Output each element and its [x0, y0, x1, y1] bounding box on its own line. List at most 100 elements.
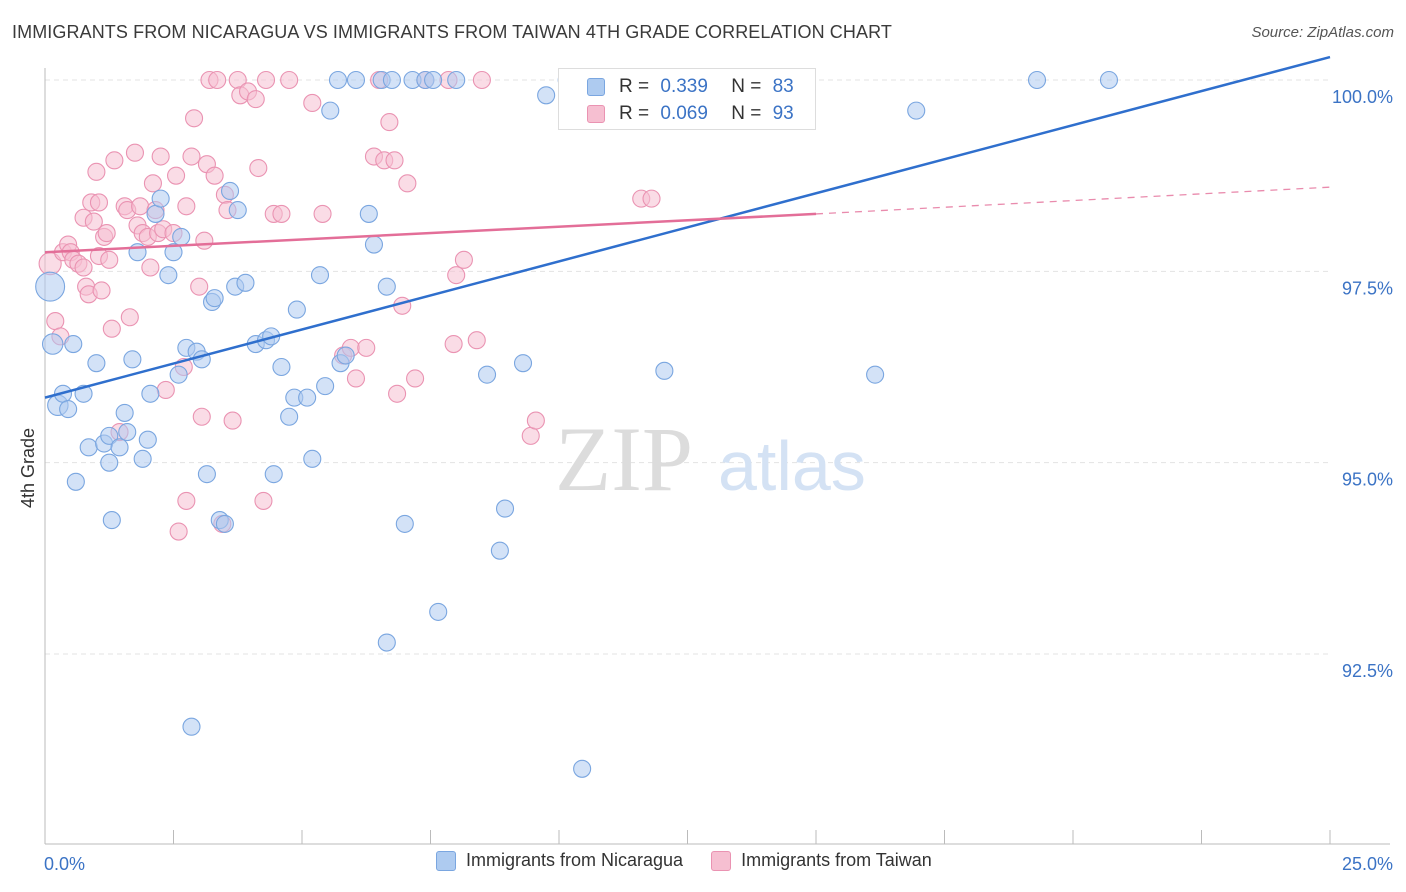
- taiwan-point: [87, 162, 106, 181]
- taiwan-point: [84, 212, 103, 231]
- nicaragua-point: [133, 449, 152, 468]
- taiwan-point: [254, 491, 273, 510]
- legend-item-nicaragua[interactable]: Immigrants from Nicaragua: [436, 850, 683, 871]
- y-axis-label: 4th Grade: [18, 428, 38, 508]
- nicaragua-point: [164, 243, 183, 262]
- correlation-stats-box: R = 0.339 N = 83 R = 0.069 N = 93: [558, 68, 816, 130]
- nicaragua-point: [303, 449, 322, 468]
- nicaragua-point: [197, 465, 216, 484]
- nicaragua-point: [151, 189, 170, 208]
- taiwan-point: [398, 174, 417, 193]
- nicaragua-point: [236, 273, 255, 292]
- nicaragua-point: [100, 453, 119, 472]
- nicaragua-point: [298, 388, 317, 407]
- taiwan-point: [192, 407, 211, 426]
- y-tick-label: 100.0%: [1332, 87, 1393, 107]
- nicaragua-point: [655, 361, 674, 380]
- taiwan-point: [313, 204, 332, 223]
- legend-label-taiwan: Immigrants from Taiwan: [741, 850, 932, 870]
- nicaragua-point: [316, 377, 335, 396]
- legend-label-nicaragua: Immigrants from Nicaragua: [466, 850, 684, 870]
- nicaragua-point: [1027, 70, 1047, 90]
- axes: [44, 68, 1390, 845]
- nicaragua-point: [182, 717, 201, 736]
- taiwan-point: [74, 258, 93, 277]
- trend-lines: [44, 55, 1331, 399]
- taiwan-point: [256, 70, 276, 90]
- nicaragua-point: [264, 465, 283, 484]
- taiwan-point: [156, 380, 175, 400]
- nicaragua-point: [1099, 70, 1119, 90]
- nicaragua-point: [138, 430, 157, 449]
- taiwan-point: [46, 312, 65, 331]
- taiwan-point: [303, 93, 322, 113]
- r-label: R =: [619, 76, 650, 97]
- nicaragua-point: [328, 70, 348, 90]
- taiwan-point: [125, 143, 144, 162]
- nicaragua-point: [169, 365, 188, 384]
- taiwan-point: [380, 113, 399, 132]
- trend-extension: [815, 186, 1331, 215]
- stats-row-taiwan: R = 0.069 N = 93: [587, 101, 794, 127]
- legend: Immigrants from Nicaragua Immigrants fro…: [436, 850, 948, 871]
- nicaragua-r-value: 0.339: [660, 76, 708, 97]
- source-label: Source: ZipAtlas.com: [1251, 24, 1394, 41]
- nicaragua-point: [447, 70, 466, 90]
- nicaragua-point: [513, 354, 533, 373]
- taiwan-point: [97, 224, 116, 243]
- taiwan-point: [246, 90, 265, 109]
- taiwan-point: [92, 281, 111, 300]
- nicaragua-point: [573, 759, 592, 778]
- taiwan-point: [182, 147, 201, 166]
- watermark-atlas: atlas: [718, 427, 866, 505]
- nicaragua-point: [495, 499, 515, 518]
- y-tick-label: 92.5%: [1342, 661, 1393, 681]
- nicaragua-point: [336, 346, 355, 365]
- nicaragua-point: [66, 472, 85, 491]
- nicaragua-point: [215, 514, 234, 533]
- nicaragua-point: [146, 204, 165, 223]
- nicaragua-point: [382, 70, 402, 90]
- taiwan-point: [141, 258, 160, 277]
- taiwan-point: [169, 522, 188, 541]
- nicaragua-point: [159, 266, 178, 285]
- taiwan-point: [151, 147, 170, 166]
- nicaragua-point: [280, 407, 299, 426]
- nicaragua-point: [321, 101, 340, 120]
- nicaragua-point: [907, 101, 926, 120]
- taiwan-point: [388, 384, 407, 403]
- nicaragua-point: [537, 86, 556, 105]
- taiwan-point: [642, 189, 661, 208]
- taiwan-point: [280, 70, 299, 90]
- taiwan-point: [346, 369, 366, 388]
- taiwan-point: [167, 166, 186, 185]
- taiwan-point: [406, 369, 425, 388]
- nicaragua-point: [118, 423, 137, 442]
- nicaragua-point: [87, 354, 106, 373]
- trend-line: [44, 212, 817, 254]
- taiwan-point: [444, 334, 463, 354]
- nicaragua-point: [429, 602, 448, 621]
- nicaragua-point: [377, 633, 396, 652]
- nicaragua-point: [64, 334, 83, 354]
- nicaragua-points: [35, 70, 1119, 778]
- taiwan-n-value: 93: [772, 103, 794, 124]
- taiwan-r-value: 0.069: [660, 103, 708, 124]
- taiwan-point: [521, 426, 540, 445]
- taiwan-swatch-icon: [587, 105, 605, 123]
- taiwan-point: [357, 338, 376, 357]
- taiwan-point: [223, 411, 242, 430]
- nicaragua-point: [364, 235, 384, 254]
- nicaragua-point: [287, 300, 306, 319]
- nicaragua-point: [490, 541, 509, 560]
- taiwan-point: [385, 151, 404, 170]
- taiwan-point: [195, 231, 214, 250]
- taiwan-point: [454, 250, 473, 269]
- taiwan-point: [177, 197, 196, 216]
- y-tick-label: 95.0%: [1342, 470, 1393, 490]
- taiwan-point: [177, 491, 196, 510]
- legend-item-taiwan[interactable]: Immigrants from Taiwan: [711, 850, 932, 871]
- nicaragua-point: [41, 333, 64, 355]
- nicaragua-point: [79, 438, 98, 457]
